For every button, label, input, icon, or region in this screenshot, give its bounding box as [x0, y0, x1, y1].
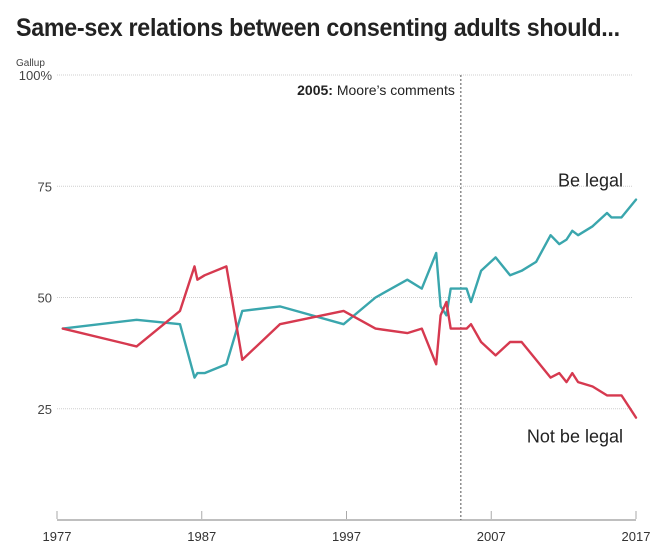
series-line-be-legal [61, 198, 638, 379]
x-tick-label: 1977 [43, 529, 72, 544]
y-axis: 100% 75 50 25 [19, 68, 53, 417]
y-tick-label: 75 [38, 179, 52, 194]
series-lines [61, 198, 638, 419]
y-tick-label: 100% [19, 68, 53, 83]
annotation-text: Moore’s comments [337, 82, 455, 98]
x-tick-label: 2017 [622, 529, 651, 544]
y-tick-label: 50 [38, 291, 52, 306]
y-tick-label: 25 [38, 402, 52, 417]
annotation: 2005: Moore’s comments [297, 75, 462, 520]
x-axis: 1977 1987 1997 2007 2017 [43, 511, 651, 544]
chart-title: Same-sex relations between consenting ad… [16, 14, 620, 42]
x-tick-label: 1997 [332, 529, 361, 544]
series-label-not-be-legal: Not be legal [527, 427, 623, 447]
annotation-label: 2005: Moore’s comments [297, 82, 455, 98]
x-tick-label: 1987 [187, 529, 216, 544]
chart-subtitle: Gallup [16, 58, 45, 69]
series-line-not-be-legal [61, 265, 638, 419]
series-label-be-legal: Be legal [558, 171, 623, 191]
annotation-year: 2005: [297, 82, 333, 98]
x-tick-label: 2007 [477, 529, 506, 544]
